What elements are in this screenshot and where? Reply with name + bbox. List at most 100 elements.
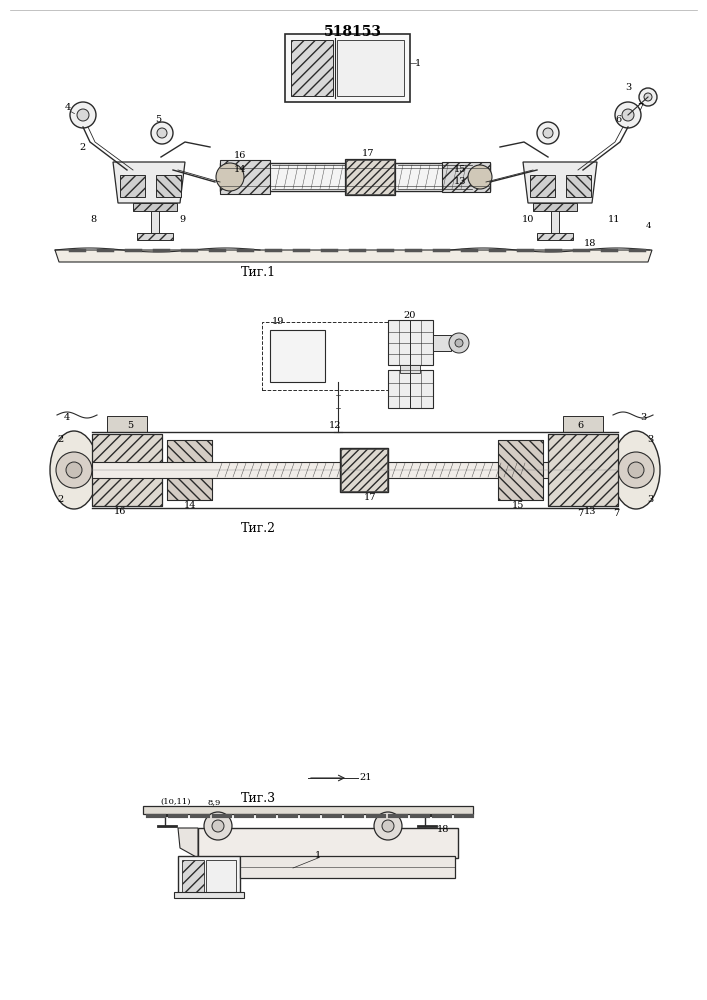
Bar [220,160,270,194]
Bar [198,828,458,858]
Bar [107,416,147,432]
Text: 2: 2 [57,436,63,444]
Text: 16: 16 [234,150,246,159]
Bar [178,856,240,896]
Bar [167,440,212,500]
Text: 17: 17 [363,493,376,502]
Circle shape [622,109,634,121]
Text: 3: 3 [647,436,653,444]
Bar [400,365,420,373]
Text: 10: 10 [522,216,534,225]
Text: 9: 9 [179,216,185,225]
Text: 5: 5 [155,115,161,124]
Bar [530,175,555,197]
Bar [548,434,618,506]
Bar [240,856,455,878]
Circle shape [615,102,641,128]
Text: 21: 21 [360,774,373,782]
Circle shape [543,128,553,138]
Bar [92,462,618,478]
Circle shape [639,88,657,106]
Circle shape [70,102,96,128]
Bar [340,448,388,492]
Circle shape [382,820,394,832]
Text: 7: 7 [613,510,619,518]
Bar [133,203,177,211]
Circle shape [449,333,469,353]
Text: 7: 7 [577,510,583,518]
Text: 4: 4 [64,414,70,422]
Text: 15: 15 [512,502,524,510]
Text: 12: 12 [329,422,341,430]
Text: 11: 11 [608,216,620,225]
Circle shape [151,122,173,144]
Bar [442,162,490,192]
Bar [433,335,451,351]
Bar [341,449,387,491]
Text: 20: 20 [404,310,416,320]
Text: 16: 16 [114,508,126,516]
Bar [337,40,404,96]
Bar [156,175,181,197]
Text: 19: 19 [271,318,284,326]
Polygon shape [55,250,652,262]
Text: 1: 1 [415,58,421,68]
Bar [346,160,394,194]
Circle shape [628,462,644,478]
Bar [551,211,559,233]
Text: 3: 3 [625,83,631,92]
Bar [566,175,591,197]
Circle shape [216,163,244,191]
Text: 15: 15 [454,164,466,174]
Bar [498,440,543,500]
Ellipse shape [50,431,98,509]
Circle shape [212,820,224,832]
Bar [182,860,204,892]
Circle shape [204,812,232,840]
Text: 4: 4 [65,103,71,111]
Text: (10,11): (10,11) [160,798,192,806]
Text: 8,9: 8,9 [207,798,221,806]
Text: 14: 14 [184,502,197,510]
Circle shape [468,165,492,189]
Text: 5: 5 [127,422,133,430]
Bar [167,440,212,500]
Bar [388,320,433,365]
Bar [345,159,395,195]
Circle shape [618,452,654,488]
Text: Τиг.2: Τиг.2 [240,522,276,534]
Bar [563,416,603,432]
Text: 18: 18 [584,238,596,247]
Circle shape [66,462,82,478]
Bar [270,330,325,382]
Bar [262,322,417,390]
Bar [151,211,159,233]
Text: Τиг.3: Τиг.3 [240,792,276,804]
Polygon shape [113,162,185,203]
Bar [206,860,236,892]
Text: 6: 6 [577,422,583,430]
Bar [533,203,577,211]
Text: 2: 2 [57,495,63,504]
Bar [143,806,473,814]
Bar [120,175,145,197]
Bar [285,34,410,102]
Circle shape [77,109,89,121]
Text: 3: 3 [647,495,653,504]
Text: 13: 13 [584,508,596,516]
Text: 3: 3 [640,414,646,422]
Text: 13: 13 [454,176,466,186]
Text: Τиг.1: Τиг.1 [240,265,276,278]
Ellipse shape [612,431,660,509]
Polygon shape [178,828,198,858]
Text: 18: 18 [437,826,449,834]
Bar [498,440,543,500]
Text: 8: 8 [90,216,96,225]
Text: 4: 4 [645,222,650,230]
Circle shape [537,122,559,144]
Text: 6: 6 [615,115,621,124]
Circle shape [157,128,167,138]
Polygon shape [523,162,597,203]
Circle shape [374,812,402,840]
Text: 7: 7 [637,103,643,111]
